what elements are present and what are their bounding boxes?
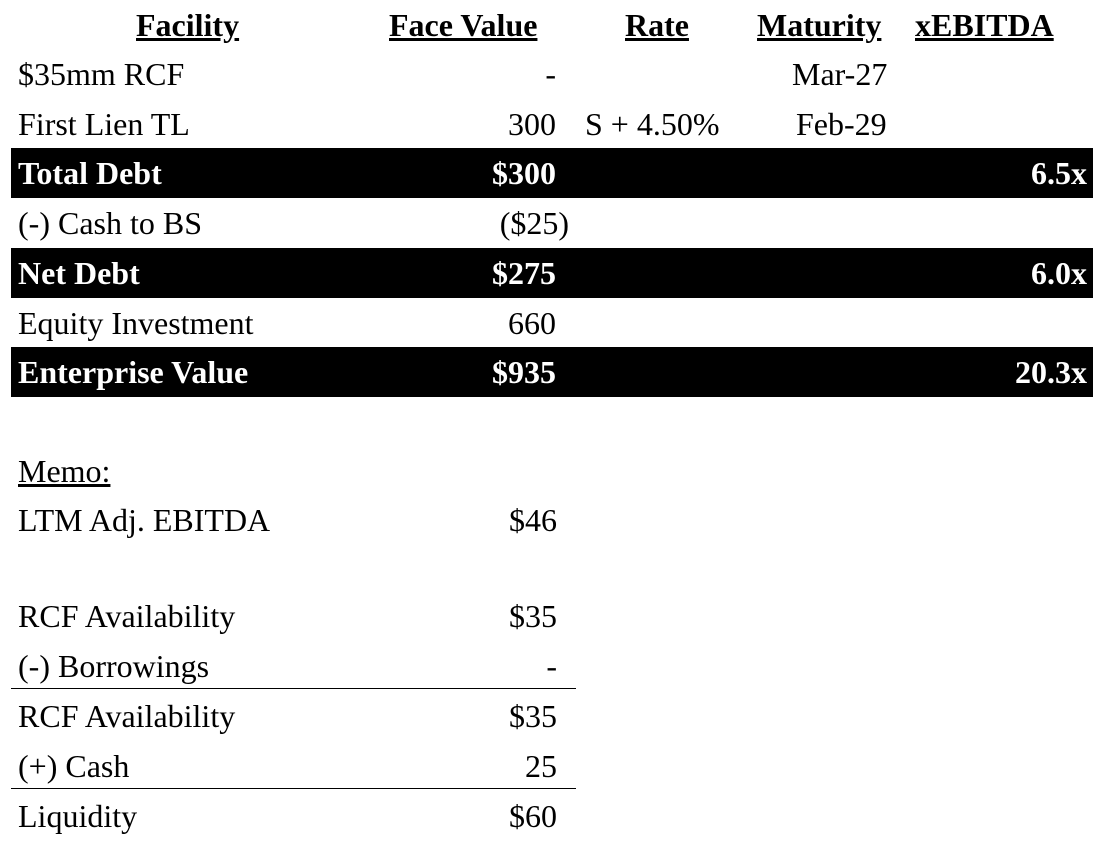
memo-divider: [11, 788, 576, 789]
row-face-value: $275: [492, 255, 556, 291]
memo-row-ltm-ebitda: LTM Adj. EBITDA $46: [11, 495, 576, 545]
row-maturity: Feb-29: [796, 106, 887, 142]
table-row-total-debt: Total Debt $300 6.5x: [11, 148, 1093, 198]
row-multiple: 6.0x: [1031, 255, 1087, 291]
memo-divider: [11, 688, 576, 689]
header-facility: Facility: [136, 7, 240, 43]
memo-title: Memo:: [18, 453, 111, 489]
memo-label: (+) Cash: [18, 748, 130, 784]
row-label: First Lien TL: [18, 106, 190, 142]
memo-title-row: Memo:: [11, 446, 576, 496]
memo-row-rcf-availability-2: RCF Availability $35: [11, 691, 576, 741]
header-face-value: Face Value: [389, 7, 538, 43]
row-face-value: $935: [492, 354, 556, 390]
row-face-value: $300: [492, 155, 556, 191]
memo-value: $35: [509, 698, 557, 734]
header-xebitda: xEBITDA: [915, 7, 1054, 43]
row-label: Equity Investment: [18, 305, 254, 341]
memo-value: $60: [509, 798, 557, 834]
row-label: Net Debt: [18, 255, 140, 291]
table-row-net-debt: Net Debt $275 6.0x: [11, 248, 1093, 298]
table-row-enterprise-value: Enterprise Value $935 20.3x: [11, 347, 1093, 397]
table-row-first-lien-tl: First Lien TL 300 S + 4.50% Feb-29: [11, 99, 1093, 149]
memo-row-cash: (+) Cash 25: [11, 741, 576, 791]
header-rate: Rate: [625, 7, 689, 43]
memo-row-liquidity: Liquidity $60: [11, 791, 576, 841]
row-multiple: 6.5x: [1031, 155, 1087, 191]
row-label: Enterprise Value: [18, 354, 249, 390]
memo-row-borrowings: (-) Borrowings -: [11, 641, 576, 691]
row-maturity: Mar-27: [792, 56, 888, 92]
table-row-cash-to-bs: (-) Cash to BS ($25): [11, 198, 1093, 248]
memo-label: RCF Availability: [18, 698, 236, 734]
header-maturity: Maturity: [757, 7, 882, 43]
memo-value: $35: [509, 598, 557, 634]
row-face-value: 660: [508, 305, 556, 341]
row-multiple: 20.3x: [1015, 354, 1087, 390]
row-face-value: 300: [508, 106, 556, 142]
table-row-equity-investment: Equity Investment 660: [11, 298, 1093, 348]
row-label: $35mm RCF: [18, 56, 185, 92]
memo-value: -: [546, 648, 557, 684]
memo-row-rcf-availability: RCF Availability $35: [11, 591, 576, 641]
memo-label: Liquidity: [18, 798, 138, 834]
memo-label: RCF Availability: [18, 598, 236, 634]
row-face-value: -: [545, 56, 556, 92]
table-row-rcf: $35mm RCF - Mar-27: [11, 49, 1093, 99]
memo-label: (-) Borrowings: [18, 648, 210, 684]
row-rate: S + 4.50%: [585, 106, 720, 142]
memo-value: $46: [509, 502, 557, 538]
memo-value: 25: [525, 748, 557, 784]
row-face-value: ($25): [499, 205, 569, 241]
row-label: Total Debt: [18, 155, 162, 191]
row-label: (-) Cash to BS: [18, 205, 202, 241]
memo-label: LTM Adj. EBITDA: [18, 502, 271, 538]
